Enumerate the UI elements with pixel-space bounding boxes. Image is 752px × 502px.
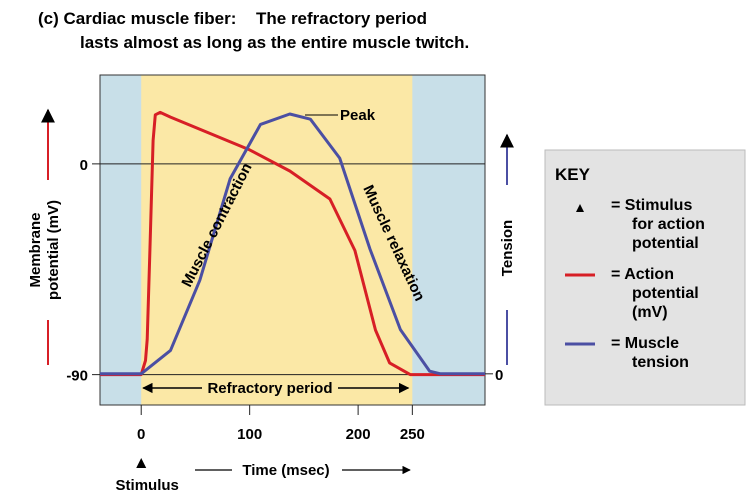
annotation: Peak [340,107,376,124]
key-text: potential [632,235,699,252]
series-line [100,110,485,377]
key-box [544,149,746,406]
title: lasts almost as long as the entire muscl… [80,33,469,52]
x-tick-label: 250 [400,426,425,443]
y2-tick-label: 0 [495,367,503,384]
key-title: KEY [555,165,591,184]
key-text: = Stimulus [611,197,692,214]
y-label: potential (mV) [45,200,62,300]
plot-border [99,74,486,406]
stimulus-marker [136,458,147,468]
x-label: Time (msec) [242,462,329,479]
series-line [100,112,485,376]
stimulus-label: Stimulus [116,477,179,494]
y2-label: Tension [499,220,516,276]
refractory-band [141,75,413,405]
key-text: (mV) [632,304,668,321]
x-tick-label: 100 [237,426,262,443]
y-tick-label: -90 [66,368,88,385]
key-symbol [576,204,584,212]
key-text: for action [632,216,705,233]
title: The refractory period [256,9,427,28]
x-tick-label: 0 [137,426,145,443]
annotation: Refractory period [207,380,332,397]
key-text: = Action [611,266,674,283]
key-text: potential [632,285,699,302]
y-tick-label: 0 [80,157,88,174]
title-label: (c) Cardiac muscle fiber: [38,9,236,28]
key-text: = Muscle [611,335,679,352]
key-text: tension [632,354,689,371]
x-tick-label: 200 [346,426,371,443]
y-label: Membrane [27,212,44,287]
